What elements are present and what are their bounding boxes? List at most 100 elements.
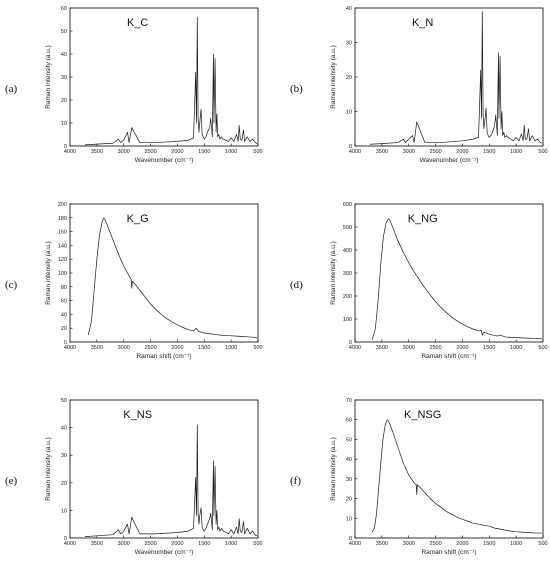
x-tick-label: 500 [253,345,262,351]
panel-letter: (a) [5,83,18,95]
x-tick-label: 1000 [225,541,237,547]
y-tick-label: 0 [349,340,352,346]
x-tick-label: 1000 [225,149,237,155]
chart-panel-k-g: (c) 4000 3500 3000 2500 2000 1500 1000 500 0 20 40 6… [5,202,263,360]
spectrum-line [371,419,542,534]
x-tick-label: 3000 [118,149,130,155]
y-tick-label: 0 [64,144,67,150]
y-tick-label: 10 [346,516,352,522]
y-tick-label: 70 [346,398,352,404]
x-tick-label: 3000 [118,345,130,351]
x-tick-label: 1000 [510,541,522,547]
x-tick-label: 3500 [376,149,388,155]
chart-panel-k-nsg: (f) 4000 3500 3000 2500 2000 1500 1000 500 0 10 20 3… [290,398,548,556]
chart-panel-k-ng: (d) 4000 3500 3000 2500 2000 1500 1000 500 0 100 20… [290,202,548,360]
y-tick-label: 10 [346,110,352,116]
y-tick-label: 160 [58,230,67,236]
panel-letter: (e) [5,475,18,487]
chart-title: K_C [127,17,148,29]
chart-title: K_NG [408,213,438,225]
y-axis-label: Raman intensity (a.u.) [45,437,52,501]
y-axis-label: Raman intensity (a.u.) [330,437,337,501]
spectrum-line [85,16,258,146]
y-tick-label: 200 [343,294,352,300]
y-tick-label: 100 [58,271,67,277]
y-tick-label: 20 [61,98,67,104]
y-tick-label: 80 [61,285,67,291]
chart-title: K_NSG [404,409,441,421]
x-axis-label: Raman shift (cm⁻¹) [421,549,476,556]
spectrum-line [87,217,257,338]
chart-panel-k-ns: (e) 4000 3500 3000 2500 2000 1500 1000 500 0 10 20 3… [5,398,263,556]
chart-title: K_G [127,213,149,225]
y-tick-label: 40 [61,426,67,432]
x-tick-label: 4000 [349,541,361,547]
x-tick-label: 500 [538,541,547,547]
y-tick-label: 40 [61,52,67,58]
y-tick-label: 0 [349,536,352,542]
plot-frame [354,399,544,539]
spectrum-line [370,11,543,145]
plot-frame [69,399,259,539]
y-tick-label: 40 [346,6,352,12]
x-tick-label: 1500 [198,345,210,351]
x-tick-label: 4000 [64,541,76,547]
x-tick-label: 2000 [456,149,468,155]
x-axis-label: Wavenumber (cm⁻¹) [135,157,194,164]
x-tick-label: 500 [253,149,262,155]
x-tick-label: 500 [253,541,262,547]
panel-letter: (f) [290,475,301,487]
y-tick-label: 30 [61,75,67,81]
chart-panel-k-c: (a) 4000 3500 3000 2500 2000 1500 1000 500 0 10 20 3… [5,6,263,164]
y-tick-label: 20 [61,481,67,487]
y-tick-label: 40 [61,312,67,318]
x-tick-label: 1500 [483,541,495,547]
x-tick-label: 3500 [376,541,388,547]
x-tick-label: 4000 [64,149,76,155]
y-axis-label: Raman intensity (a.u.) [45,241,52,305]
y-tick-label: 140 [58,243,67,249]
y-tick-label: 40 [346,457,352,463]
x-tick-label: 4000 [349,345,361,351]
panel-letter: (d) [290,279,303,291]
x-tick-label: 4000 [64,345,76,351]
y-tick-label: 0 [64,340,67,346]
x-tick-label: 3500 [91,149,103,155]
y-tick-label: 10 [61,121,67,127]
plot-frame [69,203,259,343]
y-tick-label: 30 [346,477,352,483]
y-tick-label: 600 [343,202,352,208]
x-tick-label: 2500 [429,345,441,351]
x-tick-label: 1500 [483,149,495,155]
x-tick-label: 2500 [144,149,156,155]
y-tick-label: 400 [343,248,352,254]
chart-title: K_N [412,17,433,29]
plot-frame [354,7,544,147]
y-tick-label: 50 [346,437,352,443]
y-tick-label: 50 [61,29,67,35]
x-axis-label: Wavenumber (cm⁻¹) [420,157,479,164]
x-axis-label: Raman shift (cm⁻¹) [136,353,191,360]
x-tick-label: 4000 [349,149,361,155]
x-tick-label: 1500 [198,541,210,547]
y-tick-label: 20 [346,75,352,81]
y-axis-label: Raman intensity (a.u.) [330,241,337,305]
panel-letter: (b) [290,83,303,95]
x-tick-label: 3500 [376,345,388,351]
x-tick-label: 3500 [91,345,103,351]
y-tick-label: 200 [58,202,67,208]
y-tick-label: 60 [61,299,67,305]
x-tick-label: 500 [538,149,547,155]
x-tick-label: 1000 [225,345,237,351]
y-tick-label: 50 [61,398,67,404]
x-axis-label: Raman shift (cm⁻¹) [421,353,476,360]
spectrum-line [85,424,258,537]
plot-frame [69,7,259,147]
x-tick-label: 3500 [91,541,103,547]
x-tick-label: 2000 [171,345,183,351]
y-tick-label: 60 [346,418,352,424]
y-tick-label: 120 [58,257,67,263]
x-tick-label: 1000 [510,345,522,351]
x-tick-label: 2000 [171,149,183,155]
